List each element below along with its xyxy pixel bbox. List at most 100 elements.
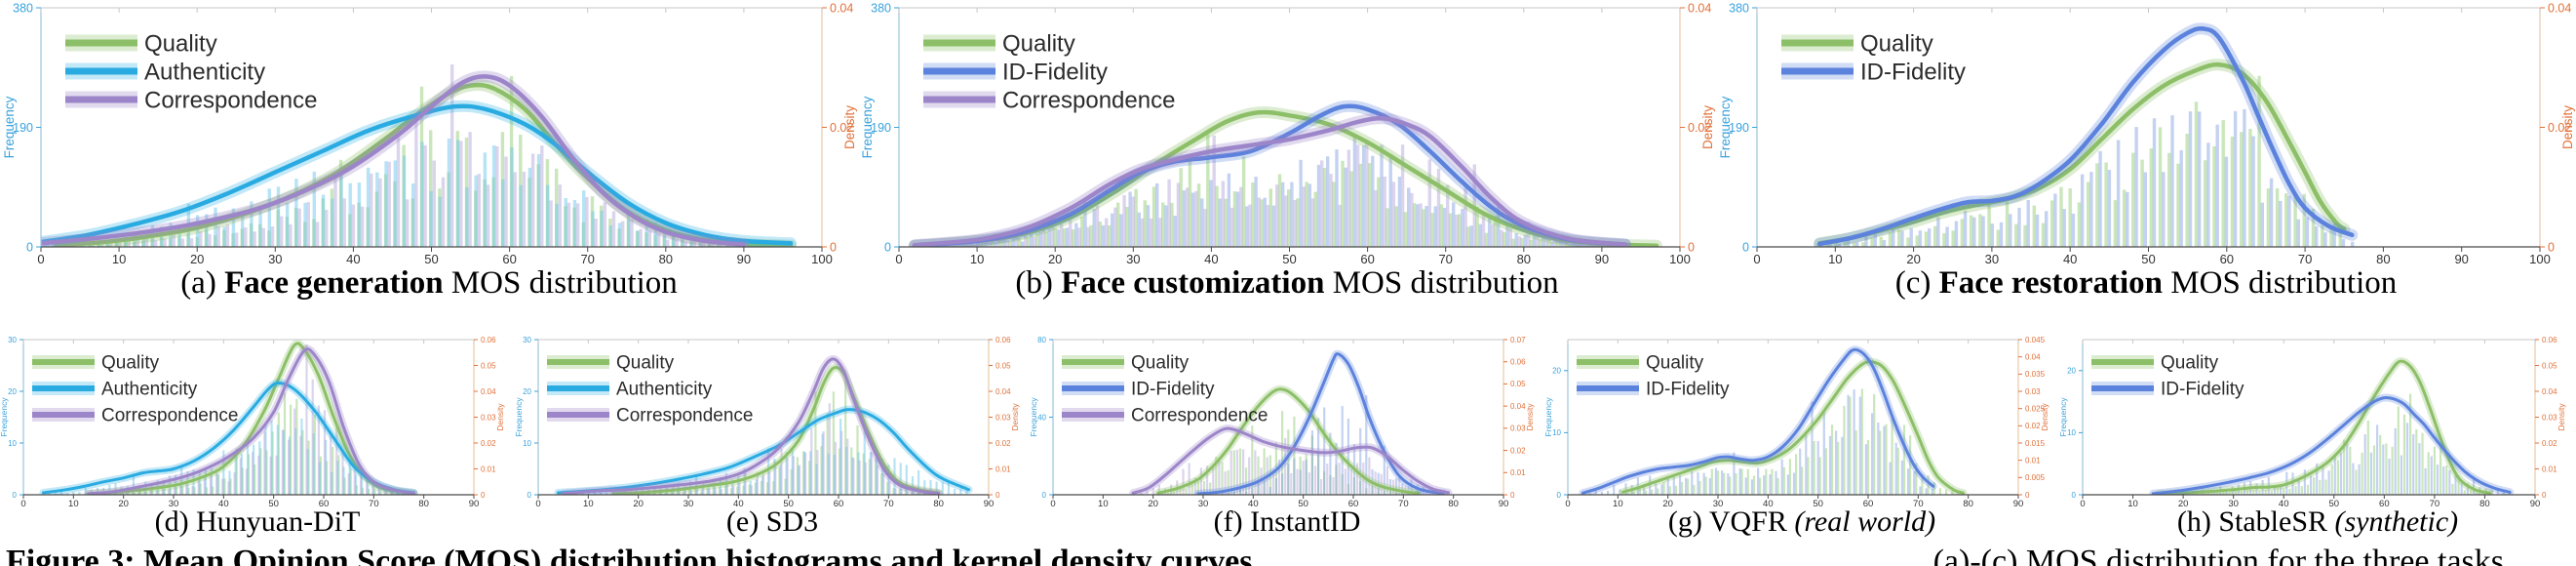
svg-text:0.02: 0.02 <box>2542 439 2557 448</box>
svg-text:0.03: 0.03 <box>1510 424 1526 433</box>
density-curve-id_fidelity <box>2151 395 2512 495</box>
svg-text:0: 0 <box>2025 491 2030 500</box>
legend-label-quality: Quality <box>101 353 160 374</box>
density-curve-quality <box>1621 360 1965 495</box>
legend-line-quality <box>1577 359 1639 365</box>
svg-text:30: 30 <box>1126 252 1140 266</box>
legend-line-id_fidelity <box>1781 67 1854 75</box>
x-axis: 0 10 20 30 40 50 60 70 80 90 100 <box>37 8 833 266</box>
svg-text:0.04: 0.04 <box>830 1 853 15</box>
svg-text:0.05: 0.05 <box>481 361 496 370</box>
legend-line-quality <box>32 359 95 365</box>
svg-text:10: 10 <box>2127 499 2138 509</box>
legend-line-authenticity <box>65 67 137 75</box>
x-axis: 0 10 20 30 40 50 60 70 80 90 <box>535 340 994 509</box>
density-curves <box>39 340 418 495</box>
svg-text:80: 80 <box>2376 252 2390 266</box>
x-axis: 0 10 20 30 40 50 60 70 80 90 <box>2080 340 2540 509</box>
svg-text:0.03: 0.03 <box>2025 387 2041 396</box>
legend-line-quality <box>1062 359 1124 365</box>
legend-line-quality <box>1781 39 1854 47</box>
x-axis: 0 10 20 30 40 50 60 70 80 90 <box>1565 340 2023 509</box>
svg-text:0: 0 <box>995 491 1000 500</box>
legend: Quality Authenticity Correspondence <box>547 353 753 426</box>
svg-text:100: 100 <box>811 252 833 266</box>
svg-text:0.01: 0.01 <box>995 465 1011 473</box>
right-axis-title: Density <box>2556 403 2566 431</box>
caption-part: Face restoration <box>1938 265 2164 301</box>
left-axis: 0 10 20 30 Frequency <box>514 336 538 500</box>
svg-text:30: 30 <box>523 336 531 344</box>
histogram <box>1588 388 1960 495</box>
svg-text:30: 30 <box>1985 252 1999 266</box>
svg-text:0: 0 <box>884 240 891 254</box>
right-axis-title: Density <box>1010 403 1020 431</box>
figure-caption-regular: (a)-(c) MOS distribution for the three t… <box>1932 544 2504 566</box>
svg-text:90: 90 <box>469 499 480 509</box>
svg-text:60: 60 <box>1360 252 1374 266</box>
legend-label-id_fidelity: ID-Fidelity <box>1860 59 1966 85</box>
svg-text:0: 0 <box>481 491 486 500</box>
svg-text:0: 0 <box>2548 240 2555 254</box>
density-curves <box>1814 22 2359 247</box>
caption-part: (a) <box>180 265 225 301</box>
svg-text:0: 0 <box>1688 240 1695 254</box>
legend: Quality ID-Fidelity <box>1577 353 1730 400</box>
svg-text:40: 40 <box>218 499 229 509</box>
svg-text:90: 90 <box>984 499 995 509</box>
svg-text:0.06: 0.06 <box>995 336 1011 344</box>
svg-text:60: 60 <box>319 499 330 509</box>
density-curve-id_fidelity <box>912 103 1628 247</box>
svg-text:70: 70 <box>2298 252 2312 266</box>
svg-text:20: 20 <box>1048 252 1062 266</box>
density-curve-authenticity <box>42 381 415 495</box>
right-axis: 0 0.01 0.02 0.03 0.04 0.05 0.06 0.07 Density <box>1503 336 1535 500</box>
left-axis: 0 190 380 Frequency <box>860 1 899 254</box>
svg-text:0.035: 0.035 <box>2025 370 2046 379</box>
svg-text:0.03: 0.03 <box>481 413 496 422</box>
svg-text:0.06: 0.06 <box>481 336 496 344</box>
caption-part: (synthetic) <box>2334 505 2459 538</box>
panel-a-caption: (a) Face generation MOS distribution <box>0 265 858 308</box>
svg-text:90: 90 <box>1499 499 1509 509</box>
svg-text:30: 30 <box>268 252 282 266</box>
svg-text:20: 20 <box>2067 367 2076 376</box>
caption-part: MOS distribution <box>443 265 678 301</box>
svg-text:70: 70 <box>1913 499 1924 509</box>
caption-part: MOS distribution <box>1324 265 1559 301</box>
svg-text:70: 70 <box>2430 499 2440 509</box>
svg-text:0.02: 0.02 <box>2025 422 2041 430</box>
svg-text:50: 50 <box>1282 252 1296 266</box>
legend-label-authenticity: Authenticity <box>616 380 713 400</box>
histogram <box>43 64 793 247</box>
svg-text:20: 20 <box>1662 499 1673 509</box>
svg-text:40: 40 <box>1204 252 1218 266</box>
legend-line-correspondence <box>65 96 137 103</box>
svg-text:40: 40 <box>2279 499 2289 509</box>
right-axis: 0 0.005 0.01 0.015 0.02 0.025 0.03 0.035 0.04 0.0… <box>2018 336 2049 500</box>
legend-line-id_fidelity <box>923 67 995 75</box>
caption-part: (h) StableSR <box>2176 505 2335 538</box>
svg-text:80: 80 <box>1037 336 1046 344</box>
svg-text:60: 60 <box>1348 499 1359 509</box>
right-axis: 0 0.02 0.04 Density <box>2540 1 2575 254</box>
svg-text:10: 10 <box>68 499 79 509</box>
svg-text:80: 80 <box>933 499 944 509</box>
panel-h-caption: (h) StableSR (synthetic) <box>2059 505 2576 543</box>
right-axis-title: Density <box>2560 105 2575 149</box>
legend-line-correspondence <box>1062 412 1124 418</box>
svg-text:0.04: 0.04 <box>481 387 496 396</box>
density-curve-correspondence <box>41 74 747 247</box>
svg-text:380: 380 <box>871 1 891 15</box>
svg-text:0.045: 0.045 <box>2025 336 2046 344</box>
svg-text:30: 30 <box>1713 499 1724 509</box>
density-curves <box>554 354 973 495</box>
svg-text:70: 70 <box>369 499 379 509</box>
density-curve-id_fidelity <box>1581 347 1935 495</box>
svg-text:190: 190 <box>871 121 891 135</box>
legend-line-quality <box>65 39 137 47</box>
histogram <box>1815 75 2355 247</box>
svg-text:0.01: 0.01 <box>481 465 496 473</box>
caption-part: MOS distribution <box>2163 265 2398 301</box>
